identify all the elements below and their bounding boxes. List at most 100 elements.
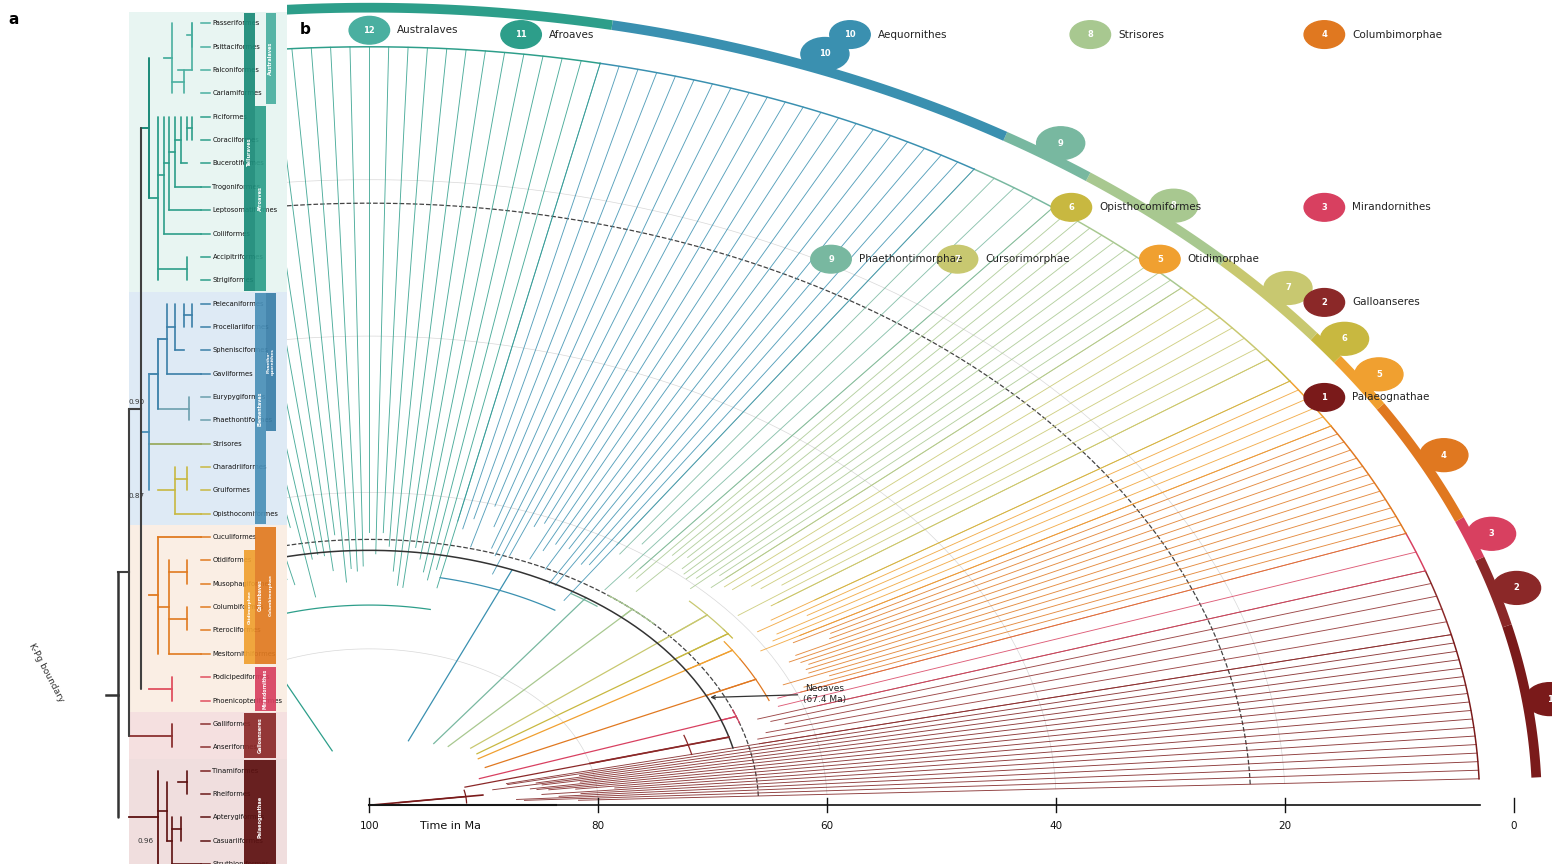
Text: Strisores: Strisores [1117, 29, 1164, 40]
Circle shape [1304, 21, 1344, 48]
Text: Falconiformes: Falconiformes [213, 67, 259, 73]
Circle shape [501, 21, 542, 48]
Circle shape [1263, 271, 1311, 304]
Text: Elementaves: Elementaves [258, 391, 262, 426]
Text: Afroaves: Afroaves [549, 29, 594, 40]
Text: 2: 2 [1513, 583, 1519, 593]
Text: 11: 11 [515, 30, 528, 39]
Text: 4: 4 [1321, 30, 1327, 39]
Text: 10: 10 [844, 30, 855, 39]
Text: b: b [300, 22, 310, 36]
Text: Opisthocomiformes: Opisthocomiformes [213, 511, 278, 517]
Text: 40: 40 [1049, 821, 1063, 831]
Circle shape [1493, 571, 1541, 604]
Text: Pelecaniformes: Pelecaniformes [213, 301, 264, 307]
Text: 0.87: 0.87 [129, 492, 144, 499]
Text: Phaethontiformes: Phaethontiformes [213, 417, 273, 423]
Text: Galloanseres: Galloanseres [258, 718, 262, 753]
Bar [255, 667, 276, 711]
Text: 3: 3 [1321, 203, 1327, 212]
Circle shape [1526, 683, 1552, 715]
Text: Rheiformes: Rheiformes [213, 791, 251, 797]
Bar [129, 292, 287, 525]
Text: Mesitornithiformes: Mesitornithiformes [213, 651, 276, 657]
Text: 1: 1 [1321, 393, 1327, 402]
Text: Eurypygiformes: Eurypygiformes [213, 394, 265, 400]
Circle shape [830, 21, 871, 48]
Text: 80: 80 [591, 821, 605, 831]
Text: Strigiformes: Strigiformes [213, 277, 253, 283]
Text: Leptosomatiformes: Leptosomatiformes [213, 207, 278, 213]
Bar [244, 13, 255, 290]
Text: Passeriformes: Passeriformes [213, 21, 259, 26]
Bar [255, 293, 265, 524]
Text: Australaves: Australaves [397, 25, 459, 35]
Text: Podicipediformes: Podicipediformes [213, 674, 270, 680]
Text: Australaves: Australaves [268, 41, 273, 75]
Text: Phaetho-
quornithes: Phaetho- quornithes [267, 348, 275, 375]
Circle shape [1304, 384, 1344, 411]
Text: Otidimorphae: Otidimorphae [248, 590, 251, 624]
Circle shape [801, 37, 849, 70]
Text: Strisores: Strisores [213, 441, 242, 447]
Text: 1: 1 [1547, 695, 1552, 703]
Text: Gruiformes: Gruiformes [213, 487, 250, 493]
Text: Galloanseres: Galloanseres [1352, 297, 1420, 308]
Circle shape [1321, 322, 1369, 355]
Bar [265, 526, 276, 664]
Circle shape [1069, 21, 1111, 48]
Text: Galliformes: Galliformes [213, 721, 251, 727]
Text: Neoaves
(67.4 Ma): Neoaves (67.4 Ma) [712, 684, 846, 703]
Text: Aequornithes: Aequornithes [878, 29, 947, 40]
Text: Columbimorphae: Columbimorphae [1352, 29, 1442, 40]
Text: Phaethontimorphae: Phaethontimorphae [858, 254, 962, 264]
Text: Otidiformes: Otidiformes [213, 557, 251, 563]
Text: 20: 20 [1279, 821, 1291, 831]
Bar [255, 106, 265, 290]
Text: Cuculiformes: Cuculiformes [213, 534, 256, 540]
Text: Musophagiformes: Musophagiformes [213, 581, 273, 587]
Text: Columbaves: Columbaves [258, 580, 262, 612]
Text: Psittaciformes: Psittaciformes [213, 44, 261, 50]
Circle shape [1139, 245, 1180, 273]
Circle shape [349, 16, 390, 44]
Bar [129, 525, 287, 712]
Text: Palaeognathae: Palaeognathae [1352, 392, 1429, 403]
Circle shape [1037, 127, 1085, 160]
Circle shape [1468, 518, 1516, 550]
Text: 9: 9 [1058, 139, 1063, 148]
Text: 0: 0 [1510, 821, 1518, 831]
Text: 6: 6 [1068, 203, 1074, 212]
Text: Phoenicopteriformes: Phoenicopteriformes [213, 697, 282, 703]
Text: Columbiformes: Columbiformes [213, 604, 264, 610]
Text: Pterocliformes: Pterocliformes [213, 627, 261, 633]
Circle shape [1304, 289, 1344, 316]
Text: Time in Ma: Time in Ma [421, 821, 481, 831]
Text: 5: 5 [1156, 255, 1162, 264]
Text: 7: 7 [954, 255, 961, 264]
Text: Accipitriformes: Accipitriformes [213, 254, 264, 260]
Text: Trogoniformes: Trogoniformes [213, 184, 261, 190]
Text: 10: 10 [819, 49, 830, 59]
Text: 6: 6 [1341, 334, 1347, 343]
Text: Sphenisciformes: Sphenisciformes [213, 347, 268, 353]
Circle shape [1051, 194, 1091, 221]
Text: Anseriformes: Anseriformes [213, 744, 258, 750]
Text: Coliiformes: Coliiformes [213, 231, 250, 237]
Text: 0.96: 0.96 [138, 838, 154, 843]
Text: Struthioniformes: Struthioniformes [213, 861, 270, 864]
Text: Afroaves: Afroaves [258, 186, 262, 211]
Text: Charadriiformes: Charadriiformes [213, 464, 267, 470]
Bar [244, 714, 276, 758]
Text: 0.90: 0.90 [129, 399, 144, 405]
Text: Gaviiformes: Gaviiformes [213, 371, 253, 377]
Text: 5: 5 [1377, 370, 1381, 378]
Text: 2: 2 [1321, 298, 1327, 307]
Circle shape [1420, 439, 1468, 472]
Text: Casuariiformes: Casuariiformes [213, 838, 264, 843]
Circle shape [1304, 194, 1344, 221]
Text: Bucerotiformes: Bucerotiformes [213, 161, 264, 167]
Text: Telluraves: Telluraves [247, 137, 251, 166]
Text: 9: 9 [829, 255, 833, 264]
Text: Mirandornithes: Mirandornithes [264, 669, 268, 709]
